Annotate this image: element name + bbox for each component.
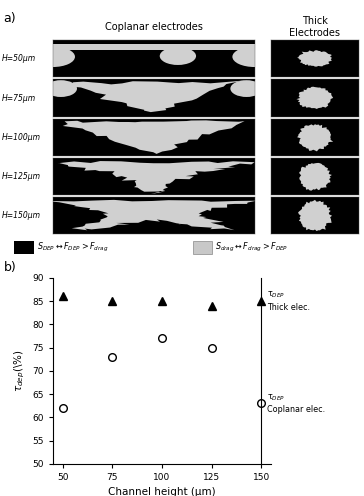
Polygon shape bbox=[305, 166, 325, 173]
Text: H=50μm: H=50μm bbox=[2, 55, 36, 63]
Ellipse shape bbox=[31, 47, 75, 67]
Polygon shape bbox=[305, 204, 325, 212]
Polygon shape bbox=[45, 200, 257, 230]
Ellipse shape bbox=[160, 47, 196, 65]
Text: H=150μm: H=150μm bbox=[2, 211, 41, 220]
X-axis label: Channel height (μm): Channel height (μm) bbox=[108, 488, 216, 496]
Text: $S_{drag} \leftrightarrow F_{drag} > F_{DEP}$: $S_{drag} \leftrightarrow F_{drag} > F_{… bbox=[215, 241, 289, 254]
Ellipse shape bbox=[232, 47, 277, 67]
Polygon shape bbox=[299, 163, 332, 190]
Text: a): a) bbox=[4, 12, 16, 25]
Polygon shape bbox=[298, 200, 332, 231]
Bar bbox=[193, 241, 212, 254]
Text: b): b) bbox=[4, 261, 16, 274]
Polygon shape bbox=[304, 180, 325, 186]
Polygon shape bbox=[296, 87, 333, 109]
Polygon shape bbox=[58, 161, 254, 194]
Text: H=100μm: H=100μm bbox=[2, 133, 41, 142]
Bar bbox=[15, 241, 33, 254]
Text: Coplanar electrodes: Coplanar electrodes bbox=[105, 22, 203, 32]
Text: H=125μm: H=125μm bbox=[2, 172, 41, 181]
Ellipse shape bbox=[230, 80, 263, 97]
Text: τ$_{{DEP}}$
Thick elec.: τ$_{{DEP}}$ Thick elec. bbox=[267, 290, 310, 312]
Polygon shape bbox=[70, 80, 244, 112]
Text: H=75μm: H=75μm bbox=[2, 94, 36, 103]
Polygon shape bbox=[297, 124, 333, 151]
Y-axis label: $\tau_{dep}$(\%): $\tau_{dep}$(\%) bbox=[12, 349, 27, 392]
Bar bbox=[53, 44, 254, 51]
Text: Thick
Electrodes: Thick Electrodes bbox=[289, 16, 340, 38]
Polygon shape bbox=[305, 220, 324, 227]
Text: $S_{DEP} \leftrightarrow F_{DEP} > F_{drag}$: $S_{DEP} \leftrightarrow F_{DEP} > F_{dr… bbox=[37, 241, 108, 254]
Ellipse shape bbox=[45, 80, 77, 97]
Polygon shape bbox=[297, 50, 332, 66]
Text: τ$_{{DEP}}$
Coplanar elec.: τ$_{{DEP}}$ Coplanar elec. bbox=[267, 392, 325, 415]
Polygon shape bbox=[63, 121, 245, 154]
